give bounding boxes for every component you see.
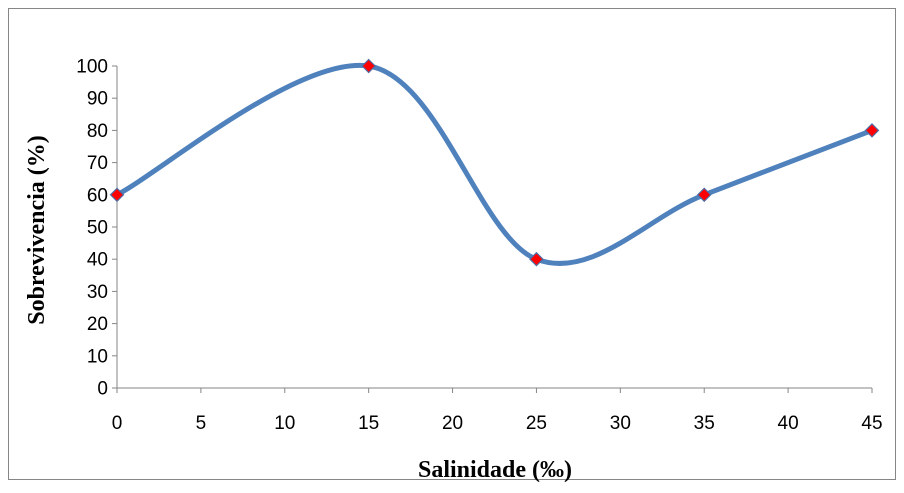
axes [112, 65, 873, 393]
tick-labels: 0 10 20 30 40 50 60 70 80 90 100 0 5 10 15 20 25 30 35 40 45 [76, 57, 882, 435]
y-tick-label: 90 [87, 89, 108, 110]
y-tick-label: 10 [87, 346, 108, 367]
x-tick-label: 0 [112, 413, 123, 434]
y-tick-label: 70 [87, 153, 108, 174]
series-layer [109, 58, 880, 267]
y-tick-label: 40 [87, 250, 108, 271]
data-point-marker [361, 58, 377, 74]
y-axis-title: Sobrevivencia (%) [24, 135, 50, 325]
x-tick-label: 45 [861, 413, 882, 434]
x-tick-label: 15 [358, 413, 379, 434]
y-tick-label: 20 [87, 314, 108, 335]
x-tick-label: 30 [610, 413, 631, 434]
x-tick-label: 20 [442, 413, 463, 434]
y-tick-label: 0 [97, 379, 108, 400]
x-tick-label: 10 [274, 413, 295, 434]
data-point-marker [864, 123, 880, 138]
y-tick-label: 60 [87, 185, 108, 206]
x-tick-label: 25 [526, 413, 547, 434]
x-tick-label: 40 [778, 413, 799, 434]
data-point-marker [529, 251, 544, 267]
data-point-marker [109, 187, 125, 203]
y-tick-label: 30 [87, 282, 108, 303]
series-line [114, 62, 875, 267]
data-point-marker [696, 187, 712, 203]
x-axis-title: Salinidade (‰) [418, 457, 572, 483]
y-tick-label: 100 [76, 57, 108, 78]
x-tick-label: 5 [196, 413, 207, 434]
chart-border [8, 8, 896, 480]
y-tick-label: 80 [87, 121, 108, 142]
y-tick-label: 50 [87, 218, 108, 239]
x-tick-label: 35 [694, 413, 715, 434]
